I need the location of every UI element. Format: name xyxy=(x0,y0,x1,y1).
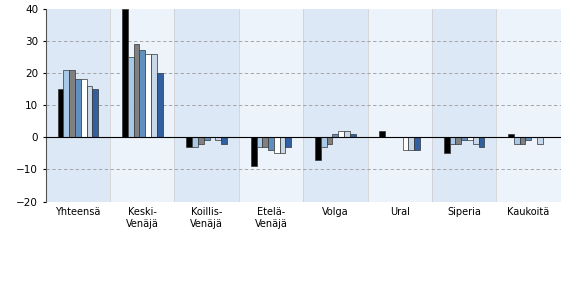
Bar xyxy=(350,134,356,137)
Bar xyxy=(145,54,151,137)
Bar xyxy=(280,137,285,154)
Bar xyxy=(414,137,420,150)
Bar xyxy=(221,137,227,144)
Bar xyxy=(444,137,450,154)
Bar xyxy=(315,137,321,160)
Bar xyxy=(192,137,198,147)
Bar xyxy=(86,86,93,137)
Bar xyxy=(467,137,472,141)
Bar xyxy=(379,131,385,137)
Bar xyxy=(140,50,145,137)
Bar xyxy=(263,137,268,147)
Bar xyxy=(69,70,75,137)
Bar xyxy=(110,9,174,202)
Bar xyxy=(46,9,110,202)
Bar xyxy=(157,73,162,137)
Bar xyxy=(122,9,128,137)
Bar xyxy=(268,137,274,150)
Bar xyxy=(526,137,531,141)
Bar xyxy=(332,134,338,137)
Bar xyxy=(285,137,291,147)
Bar xyxy=(327,137,332,144)
Bar xyxy=(128,57,134,137)
Bar xyxy=(151,54,157,137)
Bar xyxy=(75,79,81,137)
Bar xyxy=(186,137,192,147)
Bar xyxy=(204,137,209,141)
Bar xyxy=(58,89,63,137)
Bar xyxy=(303,9,367,202)
Bar xyxy=(81,79,86,137)
Bar xyxy=(215,137,221,141)
Bar xyxy=(174,9,239,202)
Bar xyxy=(496,9,561,202)
Bar xyxy=(256,137,263,147)
Bar xyxy=(251,137,256,166)
Bar xyxy=(338,131,344,137)
Bar xyxy=(508,134,514,137)
Bar xyxy=(514,137,520,144)
Bar xyxy=(450,137,455,144)
Bar xyxy=(537,137,543,144)
Bar xyxy=(274,137,280,154)
Bar xyxy=(93,89,98,137)
Bar xyxy=(239,9,303,202)
Bar xyxy=(321,137,327,147)
Bar xyxy=(63,70,69,137)
Bar xyxy=(520,137,526,144)
Bar xyxy=(367,9,432,202)
Bar xyxy=(408,137,414,150)
Bar xyxy=(432,9,496,202)
Bar xyxy=(461,137,467,141)
Bar xyxy=(479,137,484,147)
Bar xyxy=(344,131,350,137)
Bar xyxy=(472,137,479,144)
Bar xyxy=(198,137,204,144)
Bar xyxy=(134,44,140,137)
Bar xyxy=(403,137,408,150)
Bar xyxy=(455,137,461,144)
